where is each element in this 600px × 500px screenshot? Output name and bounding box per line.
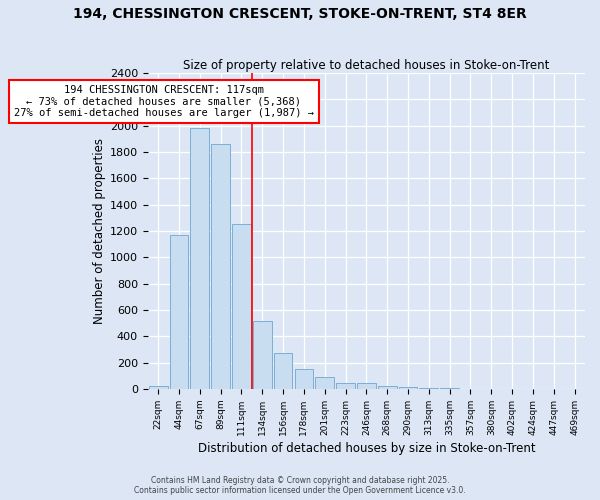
- Bar: [149, 386, 167, 389]
- Bar: [357, 383, 376, 389]
- Bar: [190, 128, 209, 389]
- Bar: [232, 224, 251, 389]
- Text: Contains HM Land Registry data © Crown copyright and database right 2025.
Contai: Contains HM Land Registry data © Crown c…: [134, 476, 466, 495]
- Bar: [378, 386, 397, 389]
- Bar: [274, 353, 292, 389]
- Bar: [398, 386, 418, 389]
- Title: Size of property relative to detached houses in Stoke-on-Trent: Size of property relative to detached ho…: [183, 59, 550, 72]
- Text: 194 CHESSINGTON CRESCENT: 117sqm
← 73% of detached houses are smaller (5,368)
27: 194 CHESSINGTON CRESCENT: 117sqm ← 73% o…: [14, 85, 314, 118]
- Bar: [316, 377, 334, 389]
- Bar: [419, 388, 438, 389]
- Text: 194, CHESSINGTON CRESCENT, STOKE-ON-TRENT, ST4 8ER: 194, CHESSINGTON CRESCENT, STOKE-ON-TREN…: [73, 8, 527, 22]
- Bar: [253, 320, 272, 389]
- Bar: [440, 388, 459, 389]
- X-axis label: Distribution of detached houses by size in Stoke-on-Trent: Distribution of detached houses by size …: [197, 442, 535, 455]
- Bar: [336, 383, 355, 389]
- Y-axis label: Number of detached properties: Number of detached properties: [92, 138, 106, 324]
- Bar: [170, 235, 188, 389]
- Bar: [211, 144, 230, 389]
- Bar: [295, 368, 313, 389]
